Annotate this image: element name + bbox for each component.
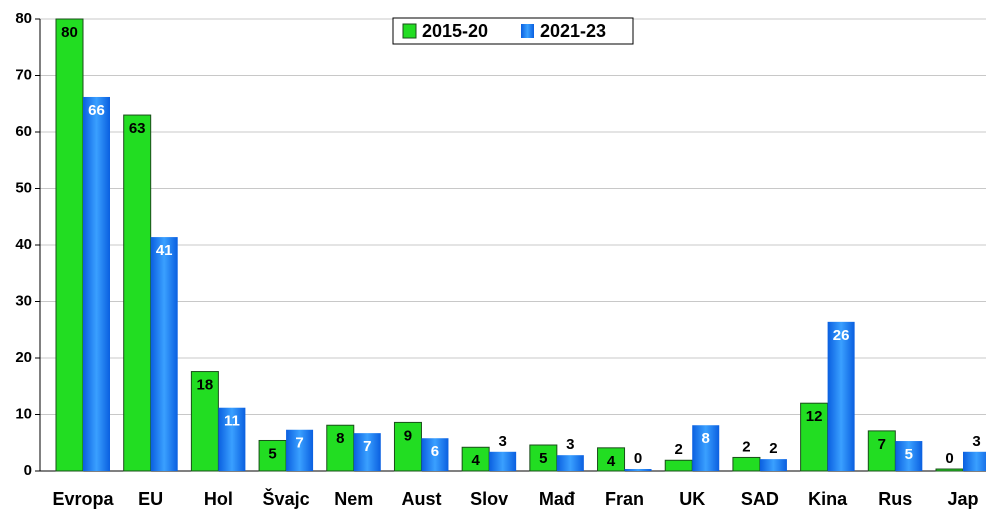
bar	[258, 439, 287, 472]
bar	[83, 96, 110, 471]
x-tick-label: Aust	[401, 489, 441, 509]
y-tick-label: 50	[15, 179, 32, 196]
bar	[963, 451, 986, 471]
data-label: 26	[833, 327, 850, 344]
bar	[218, 407, 246, 471]
data-label: 80	[61, 24, 78, 41]
legend-box	[392, 17, 634, 45]
bar	[190, 371, 219, 472]
bar	[393, 421, 422, 472]
data-label: 3	[498, 433, 506, 450]
x-tick-label: Mađ	[539, 489, 575, 509]
y-tick-label: 80	[15, 10, 32, 27]
data-label: 5	[268, 445, 276, 462]
x-tick-label: Švajc	[263, 488, 310, 509]
bar	[597, 447, 626, 472]
data-label: 8	[336, 430, 344, 447]
bar	[827, 321, 855, 471]
data-label: 41	[156, 242, 173, 259]
bar	[895, 441, 923, 471]
bar	[150, 237, 178, 471]
bar	[692, 425, 720, 471]
bar	[759, 459, 787, 471]
x-tick-label: Jap	[947, 489, 978, 509]
bar	[55, 18, 84, 472]
bar	[556, 455, 584, 471]
data-label: 0	[945, 450, 953, 467]
data-label: 66	[88, 102, 105, 119]
bar	[286, 429, 314, 471]
data-label: 8	[702, 430, 710, 447]
x-tick-label: Hol	[204, 489, 233, 509]
bar	[935, 468, 964, 472]
legend-swatch	[402, 23, 417, 39]
data-label: 2	[675, 441, 683, 458]
y-tick-label: 20	[15, 349, 32, 366]
legend-label: 2015-20	[422, 21, 488, 41]
data-label: 18	[197, 377, 214, 394]
bar	[353, 433, 381, 471]
y-tick-label: 40	[15, 236, 32, 253]
legend-swatch	[521, 24, 534, 38]
x-tick-label: SAD	[741, 489, 779, 509]
data-label: 9	[404, 427, 412, 444]
data-label: 2	[769, 440, 777, 457]
data-label: 4	[607, 453, 616, 470]
bar	[867, 430, 896, 472]
bar	[800, 402, 829, 472]
x-tick-label: Kina	[808, 489, 848, 509]
x-tick-label: Nem	[334, 489, 373, 509]
data-label: 5	[905, 446, 913, 463]
data-label: 7	[878, 436, 886, 453]
x-tick-label: Rus	[878, 489, 912, 509]
data-label: 7	[363, 438, 371, 455]
x-tick-label: Fran	[605, 489, 644, 509]
data-label: 5	[539, 450, 547, 467]
x-tick-label: UK	[679, 489, 705, 509]
data-label: 6	[431, 443, 439, 460]
bar	[489, 451, 517, 471]
y-tick-label: 10	[15, 405, 32, 422]
bar	[624, 469, 652, 471]
bar	[326, 424, 355, 472]
bar	[529, 444, 558, 472]
bar	[664, 459, 693, 472]
data-label: 63	[129, 120, 146, 137]
data-label: 3	[566, 436, 574, 453]
y-tick-label: 60	[15, 123, 32, 140]
bar	[123, 114, 152, 472]
y-tick-label: 70	[15, 66, 32, 83]
data-label: 12	[806, 408, 823, 425]
y-tick-label: 30	[15, 292, 32, 309]
legend-label: 2021-23	[540, 21, 606, 41]
data-label: 3	[972, 433, 980, 450]
x-tick-label: EU	[138, 489, 163, 509]
bar	[421, 438, 449, 471]
data-label: 7	[295, 435, 303, 452]
bar	[732, 456, 761, 472]
data-label: 0	[634, 450, 642, 467]
data-label: 2	[742, 438, 750, 455]
x-tick-label: Slov	[470, 489, 508, 509]
data-label: 11	[224, 413, 240, 430]
data-label: 4	[471, 452, 480, 469]
y-tick-label: 0	[24, 462, 32, 479]
x-tick-label: Evropa	[52, 489, 114, 509]
